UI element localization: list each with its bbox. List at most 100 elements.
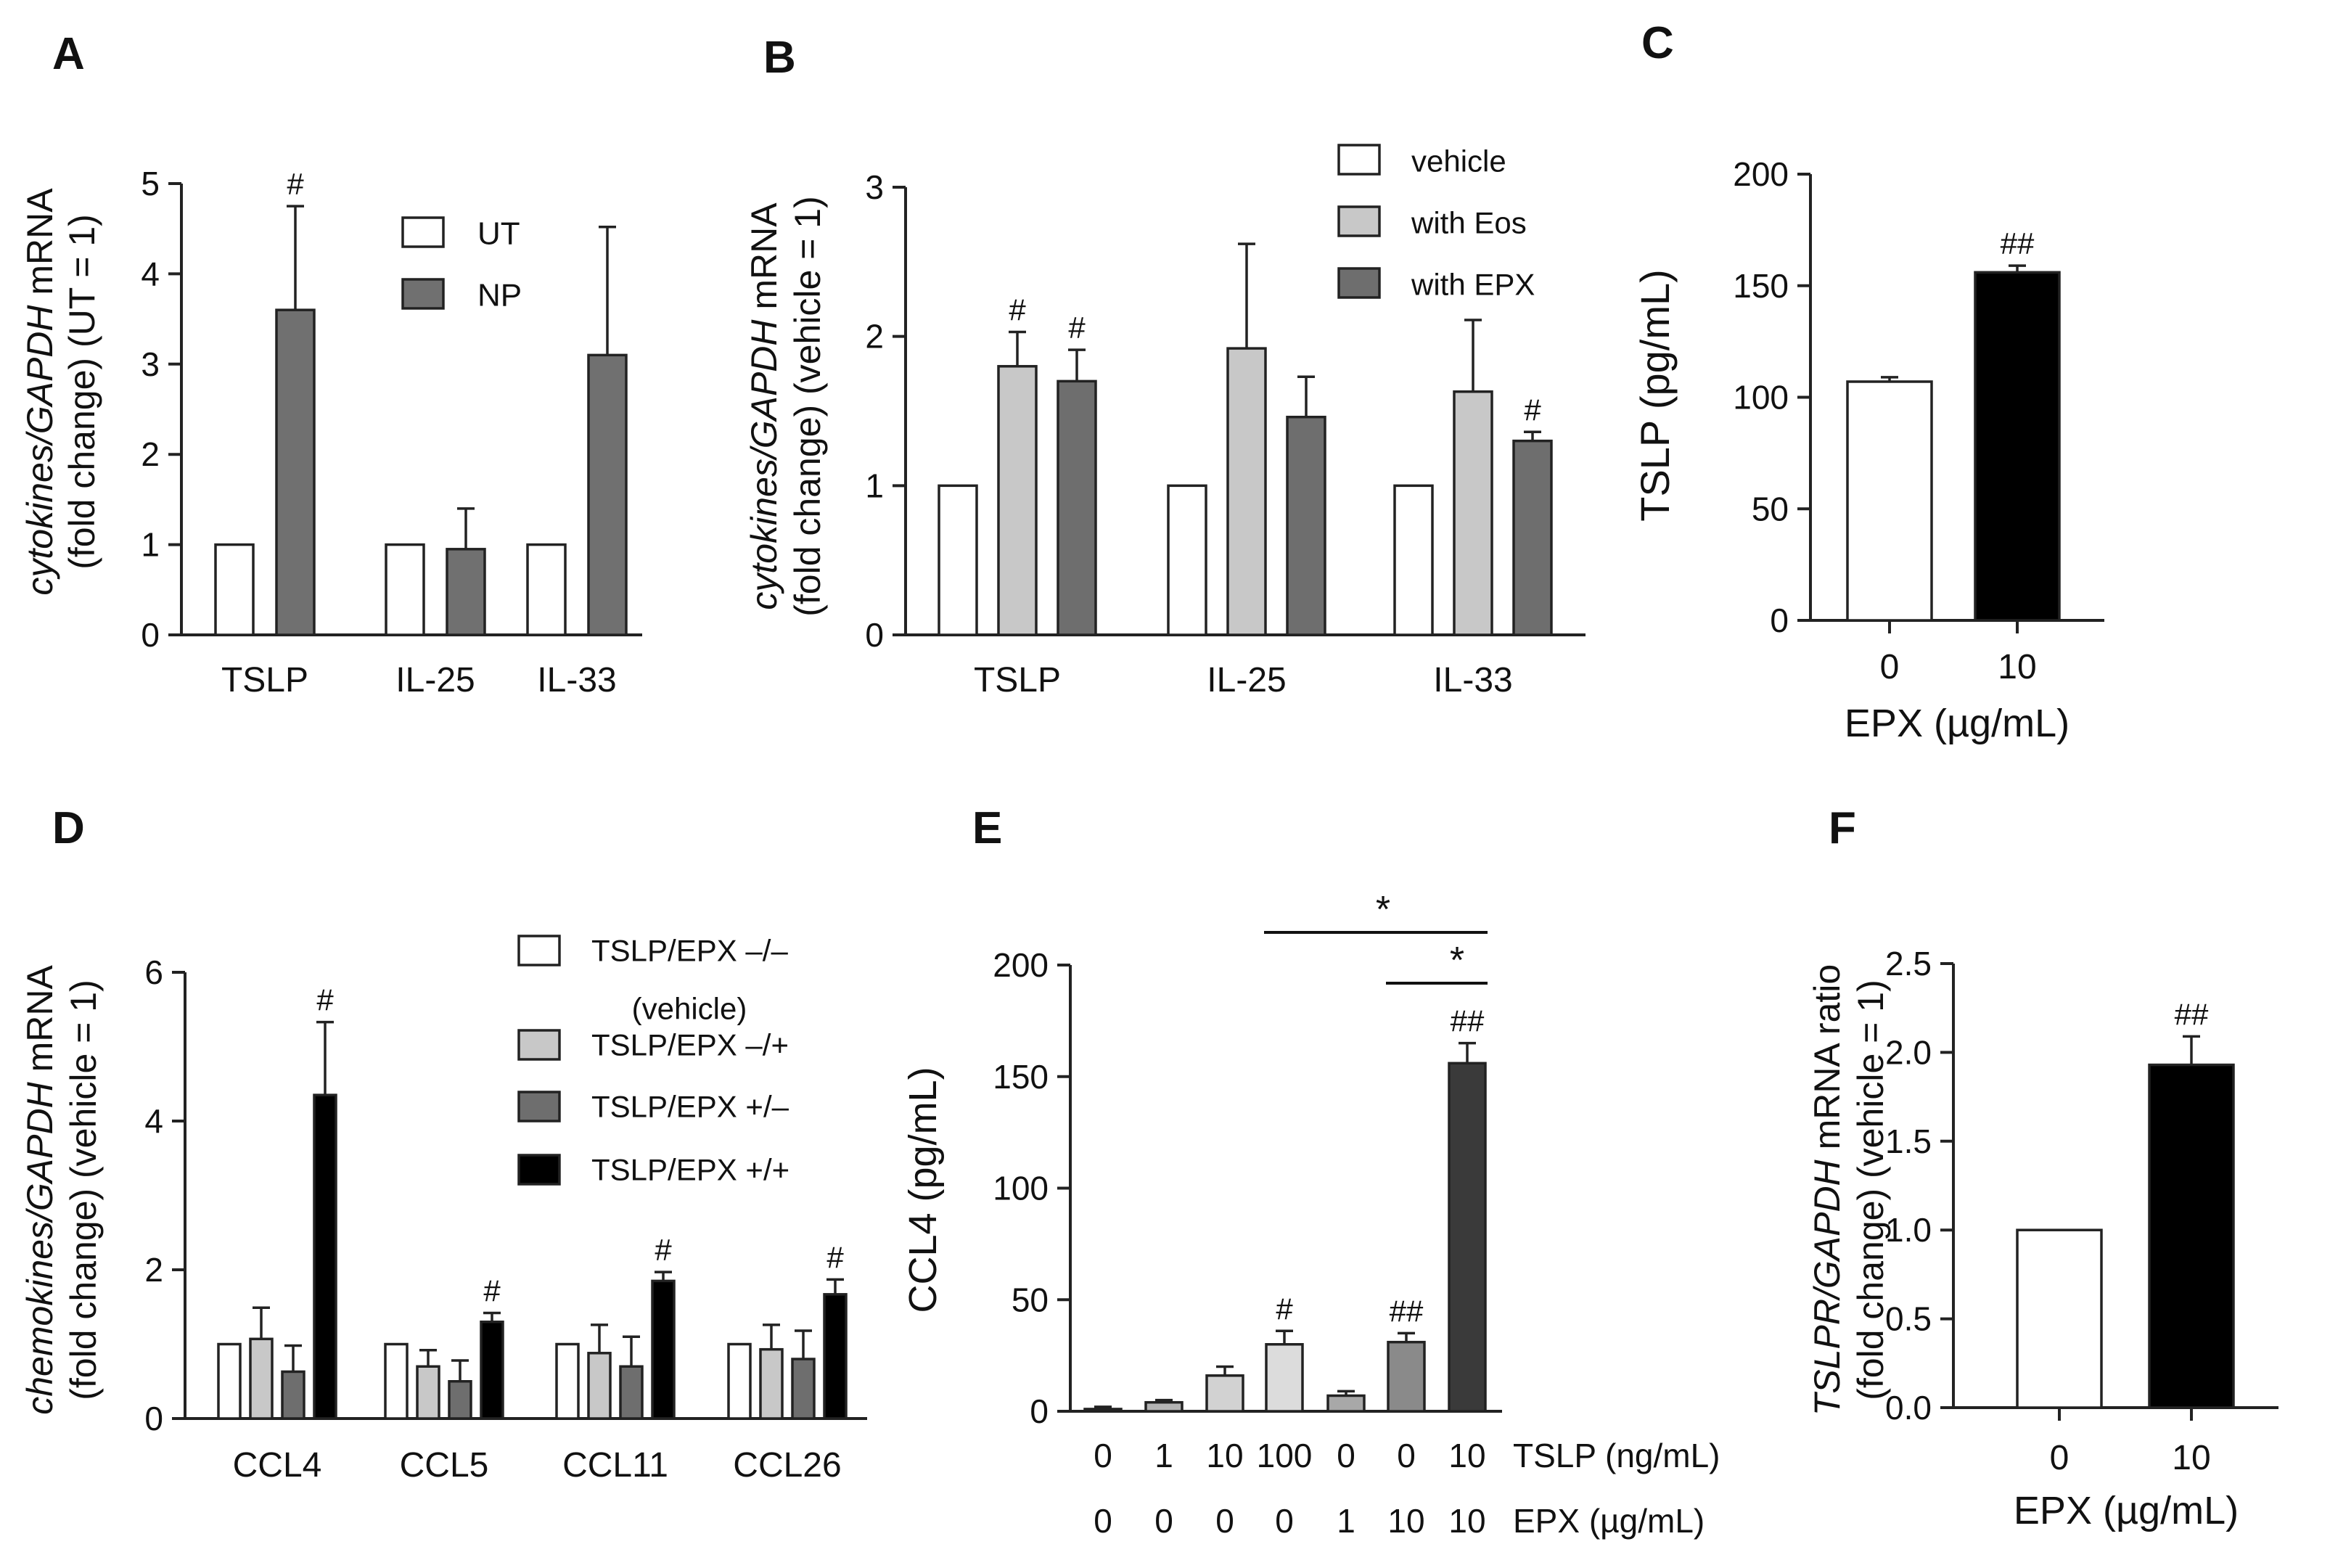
panel-e-epx-level: 0: [1094, 1502, 1112, 1540]
panel-a-significance-mark: #: [287, 167, 304, 201]
panel-d-bar: [384, 1342, 409, 1420]
panel-f-y-tick-label: 1.0: [1885, 1211, 1932, 1249]
panel-b-bar: [1453, 390, 1493, 636]
panel-d-bar: [313, 1093, 337, 1420]
panel-f-y-tick-label: 2.0: [1885, 1033, 1932, 1071]
panel-b-legend-label: vehicle: [1411, 144, 1506, 178]
panel-a-category-label: IL-25: [395, 661, 475, 699]
panel-e-epx-level: 0: [1215, 1502, 1234, 1540]
panel-d-legend-swatch: [517, 935, 561, 966]
panel-e-significance-mark: ##: [1390, 1294, 1424, 1328]
panel-a-ylabel-line1-italic: cytokines/GAPDH: [20, 305, 60, 596]
panel-d-legend-swatch: [517, 1154, 561, 1186]
panel-e-y-tick-label: 150: [993, 1058, 1049, 1096]
panel-f-bar: [2148, 1063, 2235, 1409]
panel-b-bar: [1226, 347, 1267, 636]
panel-a-bar-ut: [214, 543, 255, 636]
panel-d-ylabel-line1-italic: chemokines/GAPDH: [20, 1081, 60, 1414]
panel-b-bar: [1393, 484, 1434, 636]
panel-e-epx-level: 10: [1448, 1502, 1485, 1540]
panel-a-y-tick-label: 5: [141, 165, 160, 202]
panel-a-ylabel-line1: cytokines/GAPDH mRNA: [20, 188, 60, 596]
panel-e-bar: [1205, 1374, 1244, 1413]
panel-d-bar: [791, 1358, 816, 1420]
panel-e-tslp-level: 1: [1154, 1437, 1173, 1474]
panel-b-bar: [1512, 439, 1553, 636]
panel-d-ylabel-line2: (fold change) (vehicle = 1): [63, 980, 104, 1400]
panel-e-tslp-level: 10: [1448, 1437, 1485, 1474]
panel-d-legend-label: (vehicle): [632, 992, 747, 1026]
panel-e-epx-level: 1: [1337, 1502, 1355, 1540]
panel-d-y-tick-label: 0: [144, 1400, 163, 1437]
panel-d-significance-mark: #: [483, 1273, 501, 1308]
panel-d-bar: [480, 1321, 504, 1420]
panel-c-y-tick-label: 200: [1733, 155, 1789, 193]
panel-d-bar: [217, 1342, 242, 1420]
panel-d-bar: [823, 1293, 848, 1420]
panel-d-category-label: CCL4: [233, 1446, 322, 1485]
panel-d-y-tick-label: 4: [144, 1102, 163, 1140]
panel-letter-e: E: [972, 803, 1002, 853]
panel-e-tslp-level: 0: [1337, 1437, 1355, 1474]
panel-d-bar: [727, 1342, 752, 1420]
panel-a-y-tick-label: 4: [141, 255, 160, 292]
panel-d-legend-swatch: [517, 1029, 561, 1061]
panel-b-ylabel-line1: cytokines/GAPDH mRNA: [744, 202, 784, 610]
panel-d-bar: [619, 1365, 644, 1420]
panel-c-category-label: 0: [1880, 648, 1900, 686]
panel-c-y-tick-label: 50: [1752, 490, 1789, 528]
panel-a-y-tick-label: 2: [141, 435, 160, 473]
panel-d-significance-mark: #: [316, 983, 334, 1017]
panel-d-bar: [651, 1279, 676, 1420]
panel-e-bar: [1265, 1343, 1304, 1413]
panel-f-y-tick-label: 0.5: [1885, 1300, 1932, 1338]
panel-a-legend-label: UT: [477, 216, 520, 252]
panel-b-y-tick-label: 3: [865, 168, 884, 206]
panel-d-legend-label: TSLP/EPX +/+: [591, 1153, 789, 1187]
panel-b-legend-swatch: [1337, 205, 1381, 237]
panel-letter-a: A: [52, 29, 85, 79]
panel-b-bar: [938, 484, 978, 636]
panel-a-y-tick-label: 3: [141, 345, 160, 383]
panel-d-significance-mark: #: [826, 1240, 844, 1274]
panel-letter-f: F: [1829, 803, 1856, 853]
panel-b-bar: [1057, 379, 1097, 636]
panel-b-category-label: IL-25: [1207, 661, 1286, 699]
panel-e-bar: [1326, 1394, 1366, 1413]
panel-a-bar-np: [446, 548, 486, 636]
panel-a-y-tick-label: 0: [141, 616, 160, 654]
panel-f-bar: [2016, 1228, 2103, 1409]
panel-a-bar-ut: [526, 543, 567, 636]
panel-d-y-tick-label: 6: [144, 953, 163, 991]
panel-b-significance-mark: #: [1068, 311, 1086, 345]
panel-b-legend-swatch: [1337, 267, 1381, 299]
panel-d-category-label: CCL5: [400, 1446, 489, 1485]
panel-c-significance-mark: ##: [2001, 226, 2035, 260]
panel-d-bar: [759, 1347, 784, 1420]
panel-b-ylabel-line1-italic: cytokines/GAPDH: [744, 319, 784, 610]
panel-b-y-tick-label: 0: [865, 616, 884, 654]
panel-e-y-tick-label: 100: [993, 1170, 1049, 1207]
panel-a-ylabel-line1-rest: mRNA: [20, 188, 60, 305]
panel-d-y-tick-label: 2: [144, 1251, 163, 1289]
panel-b-significance-mark: #: [1009, 292, 1026, 327]
panel-b-legend-label: with EPX: [1411, 268, 1535, 302]
panel-d-bar: [281, 1370, 305, 1420]
panel-f-ylabel-line1-rest: mRNA ratio: [1807, 964, 1847, 1160]
panel-letter-c: C: [1641, 18, 1674, 68]
panel-e-row-label-tslp: TSLP (ng/mL): [1513, 1437, 1720, 1474]
panel-c-y-tick-label: 100: [1733, 379, 1789, 416]
panel-d-legend-label: TSLP/EPX –/–: [591, 934, 788, 968]
panel-f-ylabel-line1-italic: TSLPR/GAPDH: [1807, 1159, 1847, 1416]
panel-f-y-tick-label: 0.0: [1885, 1389, 1932, 1427]
panel-b-significance-mark: #: [1524, 393, 1541, 427]
panel-a-y-tick-label: 1: [141, 526, 160, 564]
panel-d-bar: [555, 1342, 580, 1420]
panel-c-bar: [1974, 271, 2061, 622]
panel-a-legend-label: NP: [477, 278, 522, 313]
panel-b-bar: [997, 365, 1038, 636]
panel-c-xlabel: EPX (µg/mL): [1845, 702, 2069, 745]
panel-c-ylabel: TSLP (pg/mL): [1632, 269, 1678, 522]
panel-f-category-label: 10: [2172, 1439, 2210, 1477]
panel-a-legend-swatch: [401, 278, 445, 310]
